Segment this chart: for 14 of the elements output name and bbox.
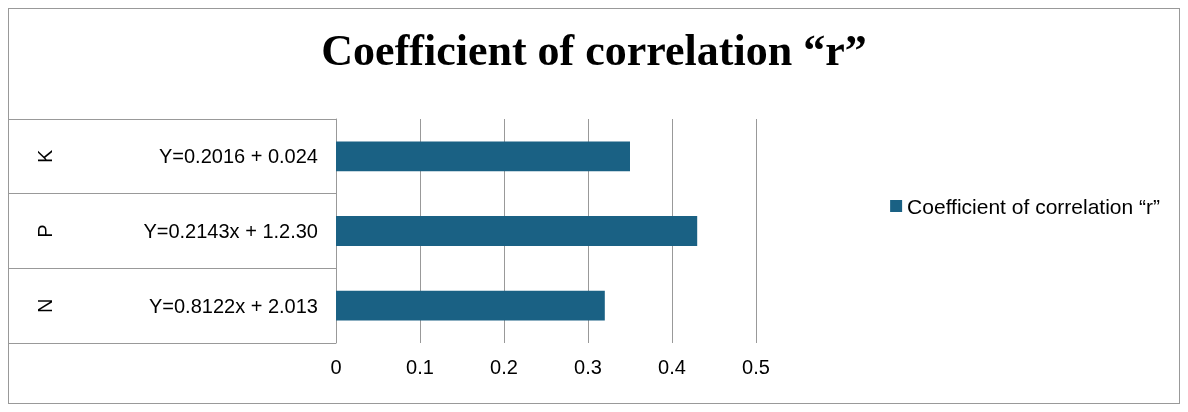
legend-label: Coefficient of correlation “r” xyxy=(907,194,1161,218)
text: P xyxy=(34,224,56,238)
y-tick-label: Y=0.2016 + 0.024 xyxy=(158,145,318,168)
x-tick-label: 0.1 xyxy=(406,356,434,378)
x-tick-label: 0.2 xyxy=(490,356,518,378)
text: N xyxy=(34,298,56,313)
x-tick-label: 0.3 xyxy=(574,356,602,378)
x-tick-label: 0.4 xyxy=(658,356,686,378)
chart-title: Coefficient of correlation “r” xyxy=(321,25,867,75)
text: K xyxy=(34,149,56,164)
y-tick-label: Y=0.2143x + 1.2.30 xyxy=(143,220,318,242)
y-tick-label: Y=0.8122x + 2.013 xyxy=(148,294,318,317)
x-tick-label: 0.5 xyxy=(742,356,770,378)
x-tick-label: 0 xyxy=(330,356,342,378)
